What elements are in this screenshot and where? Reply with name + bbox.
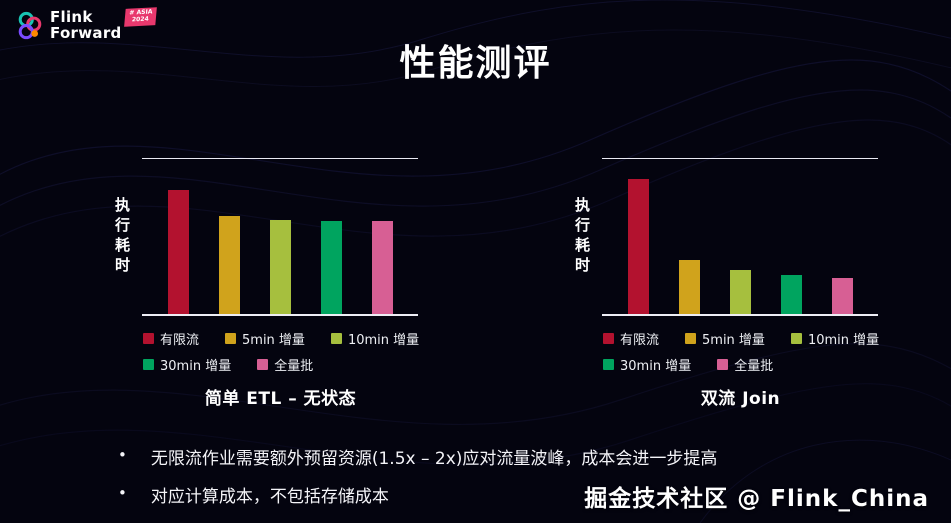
legend-item: 全量批 xyxy=(257,355,313,374)
legend-swatch xyxy=(143,359,154,370)
bullet-icon: • xyxy=(118,484,127,502)
asia-2024-badge: # ASIA 2024 xyxy=(123,7,157,27)
legend-row: 30min 增量 全量批 xyxy=(143,355,418,374)
flink-logo-icon xyxy=(18,11,42,40)
plot-area xyxy=(602,158,878,316)
list-item: • 无限流作业需要额外预留资源(1.5x – 2x)应对流量波峰，成本会进一步提… xyxy=(118,444,717,469)
legend-swatch xyxy=(685,333,697,344)
legend-label: 5min 增量 xyxy=(242,333,305,348)
legend-item: 5min 增量 xyxy=(225,329,305,348)
plot-area xyxy=(142,158,418,316)
legend-row: 有限流 5min 增量 10min 增量 xyxy=(143,329,420,348)
legend-label: 5min 增量 xyxy=(702,333,765,348)
legend-swatch xyxy=(143,333,154,344)
flink-forward-logo: Flink Forward # ASIA 2024 xyxy=(16,7,157,42)
legend-item: 10min 增量 xyxy=(790,329,880,348)
chart-dual-stream-join: 执行耗时 有限流 5min 增量 10min 增量 30min 增量 全量批 双流 Jo… xyxy=(572,158,880,409)
bar xyxy=(269,219,291,314)
legend-label: 10min 增量 xyxy=(807,333,880,348)
legend-label: 有限流 xyxy=(160,333,200,348)
bullet-icon: • xyxy=(118,446,127,464)
legend-swatch xyxy=(603,359,614,370)
legend-label: 全量批 xyxy=(734,359,774,374)
chart-legend: 有限流 5min 增量 10min 增量 30min 增量 全量批 xyxy=(143,329,420,374)
bar xyxy=(780,274,802,314)
logo-line2: Forward xyxy=(50,23,122,42)
page-title: 性能测评 xyxy=(399,43,552,84)
legend-item: 全量批 xyxy=(717,355,773,374)
chart-simple-etl: 执行耗时 有限流 5min 增量 10min 增量 30min 增量 全量批 简单 ET… xyxy=(112,158,420,409)
bar xyxy=(218,216,240,314)
y-axis-label: 执行耗时 xyxy=(573,197,591,277)
legend-label: 全量批 xyxy=(274,359,314,374)
bullet-text: 对应计算成本，不包括存储成本 xyxy=(150,487,389,507)
legend-item: 30min 增量 xyxy=(143,355,231,374)
chart-title: 简单 ETL – 无状态 xyxy=(204,389,357,409)
chart-title: 双流 Join xyxy=(700,389,781,409)
legend-swatch xyxy=(603,333,614,344)
bar xyxy=(678,260,700,314)
legend-swatch xyxy=(790,333,802,344)
legend-swatch xyxy=(717,359,729,370)
legend-label: 10min 增量 xyxy=(347,333,420,348)
legend-row: 30min 增量 全量批 xyxy=(603,355,878,374)
bar xyxy=(371,221,393,314)
legend-item: 30min 增量 xyxy=(603,355,691,374)
legend-item: 有限流 xyxy=(603,329,659,348)
logo-wordmark: Flink Forward xyxy=(50,8,122,42)
bullet-text: 无限流作业需要额外预留资源(1.5x – 2x)应对流量波峰，成本会进一步提高 xyxy=(150,449,718,469)
legend-label: 30min 增量 xyxy=(620,359,692,374)
watermark: 掘金技术社区 @ Flink_China xyxy=(584,486,929,512)
notes-list: • 无限流作业需要额外预留资源(1.5x – 2x)应对流量波峰，成本会进一步提… xyxy=(118,444,717,520)
y-axis-label: 执行耗时 xyxy=(113,197,131,277)
logo-line1: Flink xyxy=(50,8,93,26)
bar xyxy=(729,269,751,314)
legend-item: 5min 增量 xyxy=(685,329,765,348)
legend-label: 30min 增量 xyxy=(160,359,232,374)
chart-legend: 有限流 5min 增量 10min 增量 30min 增量 全量批 xyxy=(603,329,880,374)
bar-group xyxy=(602,159,878,314)
legend-label: 有限流 xyxy=(620,333,660,348)
bar xyxy=(831,277,853,314)
legend-swatch xyxy=(257,359,269,370)
bar-group xyxy=(142,159,418,314)
bar xyxy=(167,190,189,314)
legend-swatch xyxy=(225,333,237,344)
legend-item: 10min 增量 xyxy=(330,329,420,348)
bar xyxy=(320,221,342,314)
legend-row: 有限流 5min 增量 10min 增量 xyxy=(603,329,880,348)
legend-swatch xyxy=(330,333,342,344)
list-item: • 对应计算成本，不包括存储成本 xyxy=(118,482,717,507)
bar xyxy=(627,179,649,314)
legend-item: 有限流 xyxy=(143,329,199,348)
